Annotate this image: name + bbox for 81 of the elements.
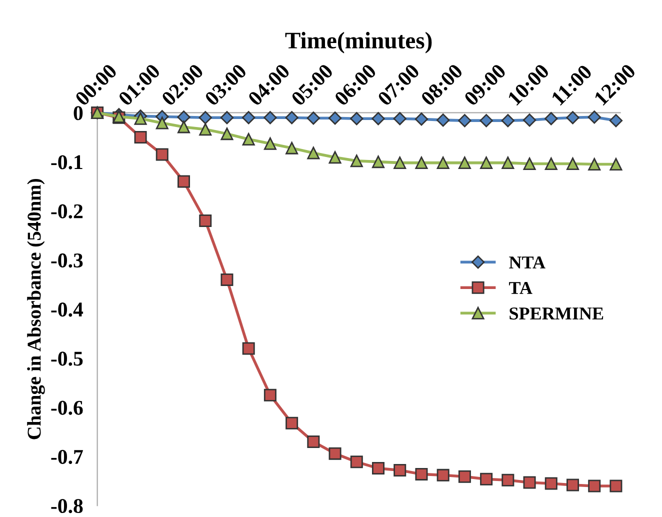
point — [522, 113, 536, 127]
point — [134, 131, 147, 144]
point — [480, 472, 493, 486]
point — [264, 111, 277, 124]
point — [199, 214, 212, 228]
point — [436, 113, 450, 127]
point — [328, 112, 342, 125]
y-tick-label: -0.6 — [51, 400, 83, 415]
point — [306, 112, 320, 125]
point — [198, 111, 212, 124]
point — [307, 436, 320, 448]
point — [242, 342, 255, 355]
point — [415, 156, 428, 170]
point — [501, 114, 515, 128]
point — [264, 137, 276, 150]
point — [328, 447, 342, 460]
point — [414, 112, 428, 126]
point — [286, 142, 298, 154]
point — [372, 156, 385, 168]
point — [566, 158, 579, 170]
point — [134, 112, 147, 125]
point — [350, 456, 363, 468]
point — [544, 477, 558, 490]
y-tick-label: -0.3 — [51, 253, 83, 268]
point — [242, 132, 255, 146]
point — [177, 110, 190, 124]
point — [480, 156, 493, 170]
point — [372, 112, 385, 126]
point — [350, 154, 363, 168]
point — [393, 112, 406, 126]
point — [372, 462, 385, 475]
point — [285, 111, 298, 124]
point — [566, 111, 580, 124]
point — [502, 474, 514, 486]
point — [178, 120, 190, 134]
point — [523, 476, 536, 489]
point — [588, 110, 601, 124]
y-tick-label: -0.4 — [51, 302, 84, 317]
y-axis-title: Change in Absorbance (540nm) — [27, 179, 45, 440]
point — [610, 158, 622, 171]
point — [156, 148, 168, 161]
point — [156, 116, 168, 130]
point — [436, 156, 450, 170]
legend-label: NTA — [509, 256, 546, 268]
point — [220, 273, 234, 286]
legend-label: TA — [509, 282, 532, 294]
point — [502, 156, 514, 170]
point — [436, 468, 450, 482]
point — [328, 151, 342, 164]
y-tick-label: -0.5 — [51, 352, 83, 366]
point — [264, 388, 276, 402]
point — [610, 480, 622, 492]
point — [199, 123, 212, 136]
point — [458, 470, 471, 483]
point — [544, 158, 558, 170]
point — [286, 416, 298, 430]
point — [394, 156, 406, 170]
y-tick-label: 0 — [74, 106, 83, 120]
point — [588, 480, 601, 492]
point — [307, 146, 320, 160]
y-tick-label: -0.7 — [51, 450, 83, 464]
point — [178, 175, 190, 188]
point — [458, 156, 471, 170]
point — [566, 478, 579, 492]
point — [588, 158, 601, 171]
point — [480, 114, 493, 128]
point — [394, 464, 406, 477]
legend-label: SPERMINE — [510, 307, 604, 320]
y-tick-label: -0.1 — [51, 155, 82, 170]
y-tick-label: -0.8 — [51, 499, 83, 514]
point — [242, 111, 256, 124]
point — [220, 128, 234, 140]
point — [544, 112, 558, 126]
point — [523, 158, 536, 170]
point — [609, 114, 623, 128]
x-axis-title: Time(minutes) — [285, 32, 432, 54]
point — [415, 468, 428, 480]
point — [220, 111, 234, 124]
point — [458, 114, 472, 128]
point — [350, 112, 364, 126]
y-tick-label: -0.2 — [51, 204, 83, 218]
